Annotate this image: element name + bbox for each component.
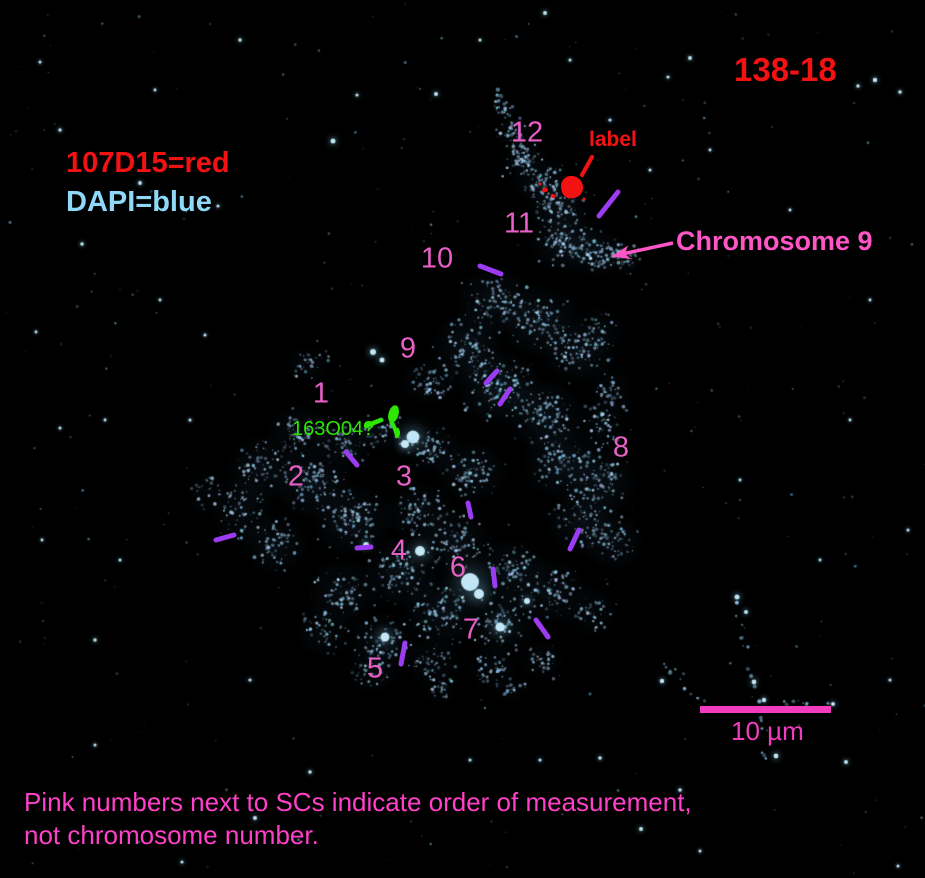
figure-caption: Pink numbers next to SCs indicate order …: [24, 786, 692, 852]
scale-bar: [700, 706, 831, 713]
scale-bar-label: 10 µm: [731, 716, 804, 746]
legend-dapi-blue: DAPI=blue: [66, 186, 212, 218]
legend: 107D15=red DAPI=blue: [66, 144, 230, 222]
figure-id-label: 138-18: [734, 51, 837, 88]
caption-line-2: not chromosome number.: [24, 820, 319, 850]
caption-line-1: Pink numbers next to SCs indicate order …: [24, 787, 692, 817]
measurement-number-8: 8: [612, 431, 630, 464]
measurement-number-10: 10: [420, 242, 454, 275]
measurement-number-4: 4: [390, 534, 408, 567]
measurement-number-6: 6: [449, 551, 467, 584]
measurement-number-3: 3: [395, 460, 413, 493]
measurement-number-12: 12: [510, 116, 544, 149]
legend-probe-red: 107D15=red: [66, 147, 230, 179]
measurement-number-2: 2: [287, 460, 305, 493]
green-probe-label: 163O04?: [292, 418, 375, 440]
probe-spot-label: label: [589, 128, 637, 151]
measurement-number-11: 11: [503, 207, 535, 240]
measurement-number-7: 7: [462, 613, 480, 646]
measurement-number-9: 9: [399, 332, 417, 365]
measurement-number-5: 5: [366, 652, 384, 685]
chromosome-9-label: Chromosome 9: [676, 226, 873, 256]
measurement-number-1: 1: [312, 377, 330, 410]
